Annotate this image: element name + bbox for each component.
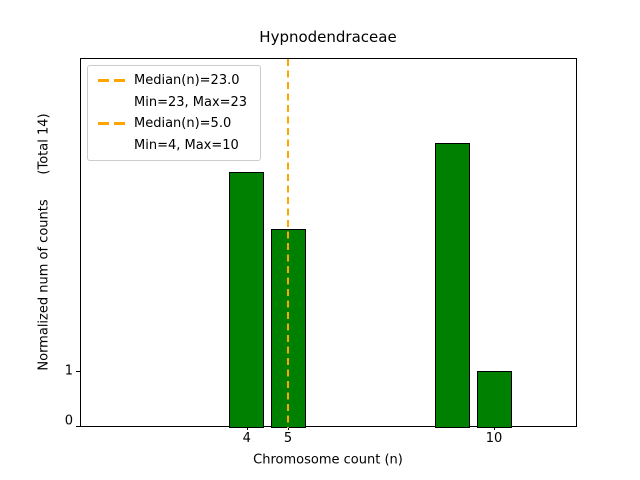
legend-entry: Min=23, Max=23: [96, 92, 254, 114]
legend-entry: Median(n)=23.0: [96, 70, 254, 92]
x-axis-label: Chromosome count (n): [253, 452, 403, 468]
y-axis-label: Normalized num of counts (Total 14): [36, 113, 52, 371]
bar: [229, 171, 265, 428]
x-tick-mark: [494, 426, 495, 430]
y-tick-mark: [76, 371, 80, 372]
legend: Median(n)=23.0 Min=23, Max=23 Median(n)=…: [87, 65, 261, 161]
legend-label: Median(n)=5.0: [134, 116, 232, 132]
y-tick-mark: [76, 426, 80, 427]
x-tick-label: 4: [242, 431, 251, 446]
legend-marker-spacer: [96, 101, 126, 104]
median-line: [287, 59, 289, 428]
y-tick-label: 1: [64, 363, 73, 379]
x-tick-label: 5: [283, 431, 293, 446]
legend-label: Min=4, Max=10: [134, 137, 239, 153]
legend-label: Median(n)=23.0: [134, 73, 240, 89]
x-tick-mark: [288, 426, 289, 430]
x-tick-mark: [246, 426, 248, 430]
legend-entry: Min=4, Max=10: [96, 135, 254, 157]
dashed-line-icon: [96, 79, 126, 83]
x-tick-label: 10: [485, 431, 503, 446]
y-tick-label: 0: [64, 413, 73, 429]
plot-area: 4 5 10 0 1: [65, 58, 577, 446]
legend-label: Min=23, Max=23: [134, 94, 248, 110]
bar: [476, 371, 512, 428]
legend-marker-spacer: [96, 144, 126, 147]
bar: [435, 143, 471, 428]
legend-entry: Median(n)=5.0: [96, 113, 254, 135]
dashed-line-icon: [96, 122, 126, 126]
chart-title: Hypnodendraceae: [259, 28, 397, 46]
